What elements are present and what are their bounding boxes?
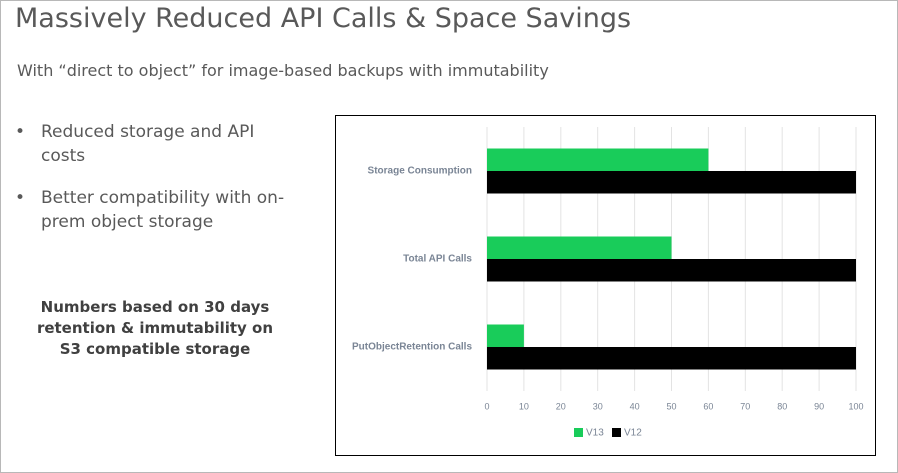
bar [487,171,856,194]
x-tick-label: 50 [666,401,676,411]
bar [487,236,672,259]
bullet: Better compatibility with on-prem object… [15,186,291,234]
y-tick-label: PutObjectRetention Calls [352,342,472,353]
bar [487,148,709,171]
slide-subtitle: With “direct to object” for image-based … [17,61,549,80]
slide-title: Massively Reduced API Calls & Space Savi… [15,3,632,34]
chart: 0 10 20 30 40 50 60 70 80 90 100 Storage Consumptio… [335,115,876,456]
bar [487,347,856,370]
x-tick-label: 20 [556,401,566,411]
bar [487,324,524,347]
x-tick-label: 30 [593,401,603,411]
bullet: Reduced storage and API costs [15,120,291,168]
bar [487,259,856,282]
x-tick-label: 70 [740,401,750,411]
x-tick-label: 80 [777,401,787,411]
x-tick-label: 90 [814,401,824,411]
legend-label: V12 [624,428,642,439]
x-tick-label: 100 [848,401,863,411]
y-tick-label: Storage Consumption [368,166,472,177]
x-tick-label: 40 [630,401,640,411]
legend-label: V13 [586,428,604,439]
legend-swatch [612,428,621,437]
x-tick-label: 0 [484,401,489,411]
note: Numbers based on 30 days retention & imm… [36,298,274,358]
x-tick-label: 60 [703,401,713,411]
x-tick-label: 10 [519,401,529,411]
y-tick-label: Total API Calls [403,254,472,265]
legend-swatch [574,428,583,437]
